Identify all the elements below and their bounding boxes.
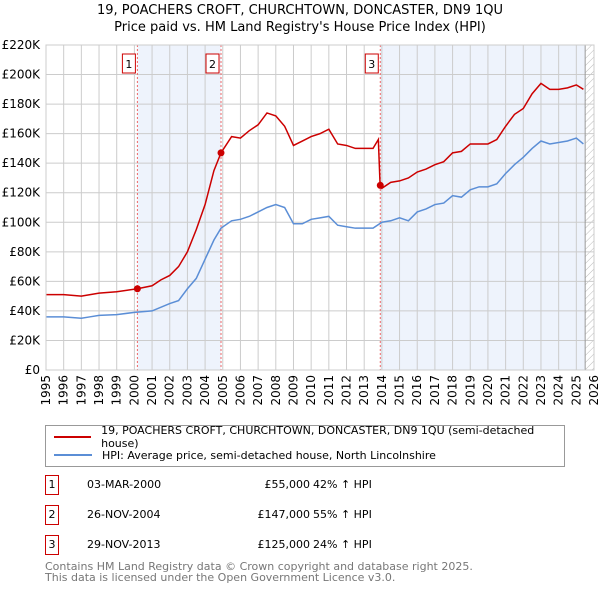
x-tick-label: 2021: [499, 375, 513, 406]
sale-date: 03-MAR-2000: [87, 478, 162, 491]
x-tick-label: 2003: [180, 375, 194, 406]
forecast-hatch: [585, 45, 594, 370]
sale-label: 2: [209, 58, 216, 71]
sale-marker-box: 2: [45, 505, 59, 525]
x-tick-label: 2020: [481, 375, 495, 406]
plot-border: [45, 44, 595, 371]
sale-hpi: 55% ↑ HPI: [313, 508, 372, 521]
sale-label: 3: [368, 58, 375, 71]
y-tick-label: £160K: [2, 127, 42, 141]
legend-label: 19, POACHERS CROFT, CHURCHTOWN, DONCASTE…: [101, 424, 535, 450]
x-tick-label: 2024: [552, 375, 566, 406]
y-tick-label: £40K: [9, 304, 41, 318]
sale-date: 26-NOV-2004: [87, 508, 161, 521]
legend: 19, POACHERS CROFT, CHURCHTOWN, DONCASTE…: [45, 424, 565, 467]
footer: Contains HM Land Registry data © Crown c…: [45, 561, 473, 583]
footer-line: Contains HM Land Registry data © Crown c…: [45, 560, 473, 573]
legend-item-hpi: HPI: Average price, semi-detached house,…: [54, 447, 436, 463]
sale-point: [217, 149, 225, 157]
sale-label: 1: [125, 58, 132, 71]
x-tick-label: 2016: [410, 375, 424, 406]
chart-subtitle: Price paid vs. HM Land Registry's House …: [114, 20, 486, 35]
sale-date: 29-NOV-2013: [87, 538, 161, 551]
x-tick-label: 2002: [163, 375, 177, 406]
y-tick-label: £200K: [2, 68, 42, 82]
sale-point: [376, 181, 384, 189]
x-tick-label: 2015: [393, 375, 407, 406]
x-tick-label: 2004: [198, 375, 212, 406]
sale-label-box: [364, 53, 379, 74]
x-tick-label: 2010: [304, 375, 318, 406]
legend-swatch-blue: [54, 454, 92, 456]
y-tick-label: £20K: [9, 333, 41, 347]
hpi-line: [46, 137, 584, 320]
legend-item-property: 19, POACHERS CROFT, CHURCHTOWN, DONCASTE…: [54, 424, 564, 450]
sale-hpi: 42% ↑ HPI: [313, 478, 372, 491]
x-tick-label: 2014: [375, 375, 389, 406]
shaded-range: [380, 45, 586, 370]
x-tick-label: 2023: [534, 375, 548, 406]
footer-line: This data is licensed under the Open Gov…: [45, 571, 396, 584]
y-tick-label: £60K: [9, 274, 41, 288]
y-tick-label: £140K: [2, 156, 42, 170]
x-tick-label: 1997: [74, 375, 88, 406]
price-paid-line: [46, 82, 584, 297]
y-tick-label: £180K: [2, 97, 42, 111]
x-tick-label: 2012: [340, 375, 354, 406]
y-tick-label: £120K: [2, 186, 42, 200]
x-tick-label: 1995: [39, 375, 53, 406]
sale-label-box: [121, 53, 136, 74]
x-tick-label: 1999: [110, 375, 124, 406]
y-tick-label: £0: [25, 363, 40, 377]
x-tick-label: 2001: [145, 375, 159, 406]
legend-swatch-red: [54, 436, 92, 438]
x-tick-label: 2017: [428, 375, 442, 406]
sale-hpi: 24% ↑ HPI: [313, 538, 372, 551]
sale-marker-box: 1: [45, 475, 59, 495]
chart-title: 19, POACHERS CROFT, CHURCHTOWN, DONCASTE…: [96, 3, 503, 18]
y-tick-label: £80K: [9, 245, 41, 259]
x-tick-label: 2018: [446, 375, 460, 406]
sale-marker-box: 3: [45, 535, 59, 555]
sale-price: £125,000: [257, 538, 311, 551]
x-tick-label: 2013: [357, 375, 371, 406]
x-tick-label: 1996: [57, 375, 71, 406]
y-tick-label: £220K: [2, 38, 42, 52]
x-tick-label: 2022: [516, 375, 530, 406]
sale-label-box: [205, 53, 220, 74]
x-tick-label: 2006: [233, 375, 247, 406]
x-tick-label: 2005: [216, 375, 230, 406]
y-tick-label: £100K: [2, 215, 42, 229]
x-tick-label: 2008: [269, 375, 283, 406]
sale-price: £147,000: [257, 508, 311, 521]
price-chart: £0 £20K £40K £60K £80K £100K £120K £140K £160K £1…: [2, 38, 600, 406]
x-tick-label: 1998: [92, 375, 106, 406]
x-tick-label: 2007: [251, 375, 265, 406]
x-tick-label: 2000: [127, 375, 141, 406]
sale-point: [133, 285, 141, 293]
x-tick-label: 2025: [569, 375, 583, 406]
x-tick-label: 2026: [587, 375, 600, 406]
legend-label: HPI: Average price, semi-detached house,…: [102, 448, 436, 462]
shaded-range: [137, 45, 222, 370]
x-tick-label: 2019: [463, 375, 477, 406]
sale-price: £55,000: [264, 478, 311, 491]
x-tick-label: 2011: [322, 375, 336, 406]
x-tick-label: 2009: [286, 375, 300, 406]
